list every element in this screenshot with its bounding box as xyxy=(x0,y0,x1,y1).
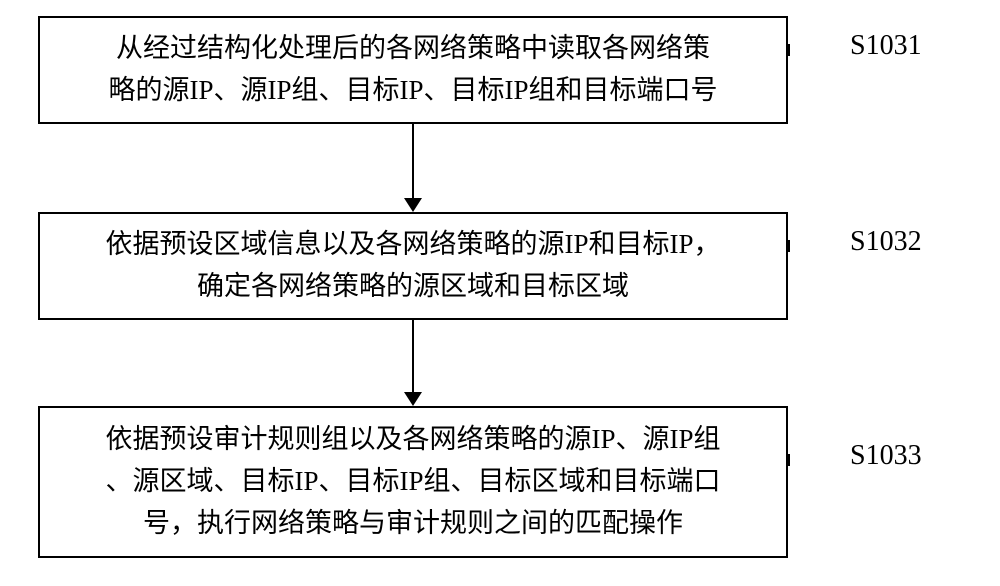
flowchart-node-text: 依据预设审计规则组以及各网络策略的源IP、源IP组 、源区域、目标IP、目标IP… xyxy=(105,419,720,545)
flowchart-node-s1032: 依据预设区域信息以及各网络策略的源IP和目标IP， 确定各网络策略的源区域和目标… xyxy=(38,212,788,320)
step-label-s1032: S1032 xyxy=(850,226,922,258)
arrow-n1-n2 xyxy=(404,124,422,212)
flowchart-canvas: 从经过结构化处理后的各网络策略中读取各网络策 略的源IP、源IP组、目标IP、目… xyxy=(0,0,1000,586)
label-tick xyxy=(788,240,790,252)
flowchart-node-s1031: 从经过结构化处理后的各网络策略中读取各网络策 略的源IP、源IP组、目标IP、目… xyxy=(38,16,788,124)
flowchart-node-text: 从经过结构化处理后的各网络策略中读取各网络策 略的源IP、源IP组、目标IP、目… xyxy=(108,28,717,112)
flowchart-node-text: 依据预设区域信息以及各网络策略的源IP和目标IP， 确定各网络策略的源区域和目标… xyxy=(105,224,720,308)
label-tick xyxy=(788,44,790,56)
label-tick xyxy=(788,454,790,466)
step-label-s1033: S1033 xyxy=(850,440,922,472)
arrow-n2-n3 xyxy=(404,320,422,406)
flowchart-node-s1033: 依据预设审计规则组以及各网络策略的源IP、源IP组 、源区域、目标IP、目标IP… xyxy=(38,406,788,558)
step-label-s1031: S1031 xyxy=(850,30,922,62)
